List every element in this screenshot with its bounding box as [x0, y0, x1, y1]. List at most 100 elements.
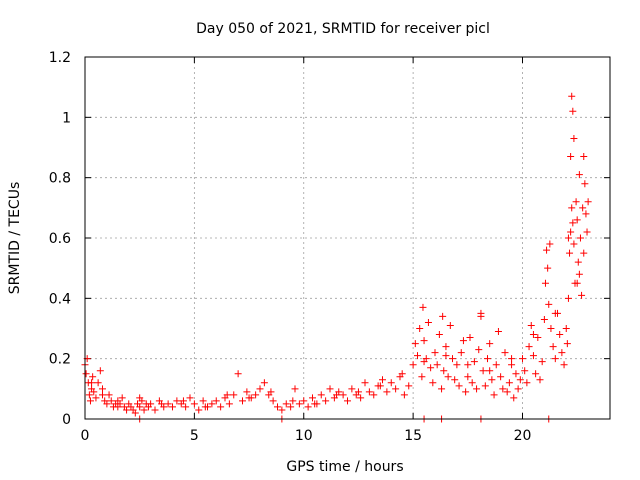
data-markers: [81, 92, 592, 423]
data-point: [494, 328, 502, 336]
data-point: [424, 318, 432, 326]
data-point: [442, 352, 450, 360]
data-point: [525, 343, 533, 351]
data-point: [289, 397, 297, 405]
data-point: [540, 315, 548, 323]
data-point: [459, 337, 467, 345]
data-point: [243, 388, 251, 396]
data-point: [573, 216, 581, 224]
data-point: [225, 400, 233, 408]
data-point: [536, 376, 544, 384]
x-tick-label: 15: [404, 428, 422, 444]
data-point: [453, 361, 461, 369]
data-point: [158, 400, 166, 408]
data-point: [568, 92, 576, 100]
data-point: [464, 373, 472, 381]
data-point: [545, 300, 553, 308]
data-point: [521, 367, 529, 375]
data-point: [519, 355, 526, 363]
data-point: [300, 397, 308, 405]
data-point: [400, 391, 408, 399]
data-point: [492, 361, 500, 369]
data-point: [479, 367, 487, 375]
data-point: [529, 352, 537, 360]
data-point: [291, 385, 299, 393]
data-point: [252, 391, 260, 399]
data-point: [274, 403, 281, 411]
y-tick-label: 1.2: [49, 50, 71, 66]
data-point: [131, 409, 139, 417]
data-point: [584, 198, 592, 206]
data-point: [544, 264, 552, 272]
y-axis-label: SRMTID / TECUs: [7, 182, 23, 295]
data-point: [470, 358, 478, 366]
data-point: [583, 228, 591, 236]
data-point: [512, 370, 520, 378]
data-point: [354, 388, 362, 396]
data-point: [468, 379, 476, 387]
data-point: [551, 309, 559, 317]
x-tick-labels: 0 5 10 15 20: [81, 428, 532, 444]
data-point: [182, 403, 190, 411]
data-point: [190, 400, 198, 408]
data-point: [357, 394, 365, 402]
data-point: [566, 249, 574, 257]
x-tick-label: 0: [81, 428, 90, 444]
data-point: [420, 358, 428, 366]
data-point: [582, 210, 590, 218]
data-point: [260, 379, 268, 387]
data-point: [86, 397, 94, 405]
data-point: [547, 325, 555, 332]
data-point: [405, 382, 413, 390]
data-point: [558, 349, 566, 357]
y-tick-label: 0.8: [49, 171, 71, 187]
data-point: [414, 352, 421, 360]
data-point: [449, 355, 456, 363]
data-point: [564, 234, 572, 242]
data-point: [541, 279, 549, 287]
data-point: [543, 246, 551, 254]
data-point: [387, 379, 395, 387]
data-point: [208, 400, 216, 408]
data-point: [89, 373, 97, 381]
data-point: [164, 400, 172, 408]
data-point: [477, 309, 485, 317]
data-point: [538, 358, 546, 366]
data-point: [376, 382, 384, 390]
data-point: [103, 400, 111, 408]
data-point: [497, 373, 505, 381]
data-point: [457, 349, 465, 357]
data-point: [344, 397, 351, 405]
data-point: [92, 394, 100, 402]
data-point: [486, 340, 494, 348]
data-point: [392, 385, 400, 393]
data-point: [427, 364, 435, 372]
data-point: [508, 355, 516, 363]
data-point: [546, 240, 554, 248]
data-point: [574, 258, 582, 266]
data-point: [567, 228, 575, 236]
plot-frame: [84, 56, 611, 420]
data-point: [118, 394, 126, 402]
data-point: [570, 240, 578, 248]
data-point: [99, 385, 106, 393]
data-point: [107, 397, 115, 405]
data-point: [96, 367, 104, 375]
data-point: [398, 370, 406, 378]
data-point: [309, 394, 316, 402]
data-point: [556, 331, 564, 339]
data-point: [223, 391, 231, 399]
data-point: [534, 334, 542, 342]
data-point: [462, 388, 470, 396]
data-point: [217, 403, 225, 411]
data-point: [576, 234, 584, 242]
data-point: [581, 180, 589, 188]
data-point: [464, 361, 472, 369]
data-point: [527, 321, 535, 329]
data-point: [503, 388, 511, 396]
data-point: [435, 331, 443, 339]
data-point: [348, 385, 356, 393]
data-point: [578, 291, 586, 299]
data-point: [563, 340, 571, 348]
